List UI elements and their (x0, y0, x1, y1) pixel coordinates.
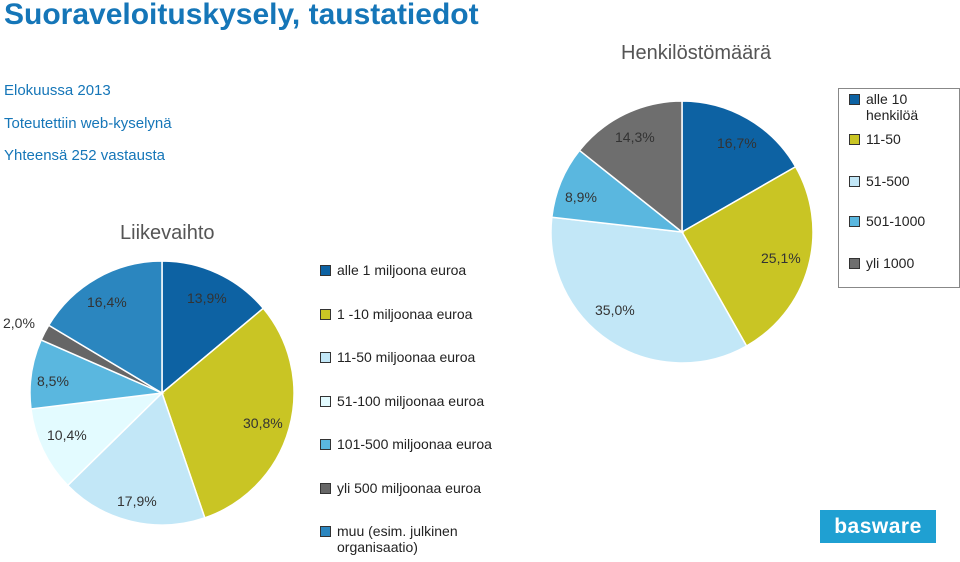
legend-label: 11-50 (866, 131, 901, 147)
legend-item: yli 1000 (849, 255, 953, 271)
legend-item: 101-500 miljoonaa euroa (320, 436, 495, 452)
pie-slice (66, 391, 206, 526)
pie-slice (550, 216, 748, 364)
legend-item: 11-50 (849, 131, 953, 147)
pie-slice (47, 260, 163, 395)
legend-swatch (320, 352, 331, 363)
legend-item: 51-500 (849, 173, 953, 189)
data-label: 13,9% (187, 290, 227, 306)
pie-slice (578, 100, 683, 234)
legend-label: 51-100 miljoonaa euroa (337, 393, 485, 409)
data-label: 16,7% (717, 135, 757, 151)
legend-swatch (320, 265, 331, 276)
legend-item: 11-50 miljoonaa euroa (320, 349, 495, 365)
legend-item: alle 10 henkilöä (849, 91, 953, 123)
data-label: 14,3% (615, 129, 655, 145)
legend-item: yli 500 miljoonaa euroa (320, 480, 495, 496)
legend-label: yli 500 miljoonaa euroa (337, 480, 481, 496)
pie-slice (161, 260, 265, 395)
pie-slice (30, 391, 165, 487)
revenue-legend: alle 1 miljoona euroa 1 -10 miljoonaa eur… (320, 262, 520, 562)
legend-item: 51-100 miljoonaa euroa (320, 393, 495, 409)
legend-label: 101-500 miljoonaa euroa (337, 436, 492, 452)
legend-item: 1 -10 miljoonaa euroa (320, 306, 495, 322)
pie-slice (161, 307, 295, 519)
legend-swatch (849, 216, 860, 227)
data-label: 8,9% (565, 189, 597, 205)
legend-item: muu (esim. julkinen organisaatio) (320, 523, 495, 555)
legend-swatch (320, 526, 331, 537)
slide-title: Suoraveloituskysely, taustatiedot (4, 0, 479, 31)
revenue-chart-title: Liikevaihto (120, 222, 215, 244)
info-respondents: Yhteensä 252 vastausta (4, 147, 165, 164)
data-label: 10,4% (47, 427, 87, 443)
revenue-pie: 13,9% 30,8% 17,9% 10,4% 8,5% 2,0% 16,4% (3, 260, 295, 526)
legend-label: alle 10 henkilöä (866, 91, 919, 123)
legend-label: 11-50 miljoonaa euroa (337, 349, 476, 365)
legend-swatch (849, 134, 860, 145)
pie-slice (680, 165, 814, 348)
legend-swatch (320, 396, 331, 407)
legend-swatch (849, 94, 860, 105)
basware-logo: basware (820, 510, 936, 543)
legend-label: 501-1000 (866, 213, 926, 229)
legend-item: 501-1000 (849, 213, 953, 229)
data-label: 2,0% (3, 315, 35, 331)
data-label: 8,5% (37, 373, 69, 389)
legend-item: alle 1 miljoona euroa (320, 262, 495, 278)
info-method: Toteutettiin web-kyselynä (4, 115, 172, 132)
legend-swatch (320, 309, 331, 320)
legend-swatch (849, 176, 860, 187)
legend-label: alle 1 miljoona euroa (337, 262, 467, 278)
pie-slice (681, 100, 797, 234)
legend-label: 51-500 (866, 173, 910, 189)
data-label: 16,4% (87, 294, 127, 310)
legend-label: muu (esim. julkinen organisaatio) (337, 523, 458, 555)
staff-pie: 16,7% 25,1% 35,0% 8,9% 14,3% (550, 100, 814, 364)
data-label: 35,0% (595, 302, 635, 318)
legend-label: yli 1000 (866, 255, 915, 271)
legend-swatch (849, 258, 860, 269)
data-label: 25,1% (761, 250, 801, 266)
data-label: 30,8% (243, 415, 283, 431)
staff-chart-title: Henkilöstömäärä (621, 42, 772, 64)
legend-label: 1 -10 miljoonaa euroa (337, 306, 473, 322)
info-date: Elokuussa 2013 (4, 82, 111, 99)
legend-swatch (320, 483, 331, 494)
data-label: 17,9% (117, 493, 157, 509)
staff-legend: alle 10 henkilöä 11-50 51-500 501-1000 yli 1… (838, 88, 960, 288)
legend-swatch (320, 439, 331, 450)
